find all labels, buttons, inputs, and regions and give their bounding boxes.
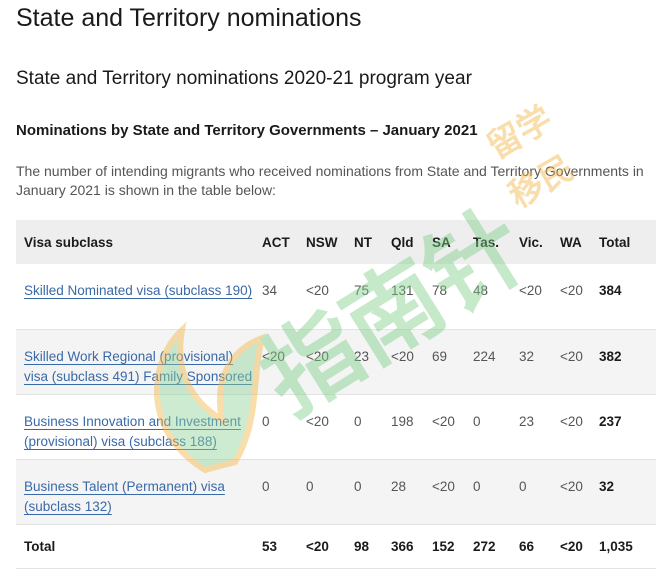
cell-total: 382 [599,348,622,364]
visa-link-132[interactable]: Business Talent (Permanent) visa (subcla… [24,478,225,514]
watermark-side-text-1: 留学 [480,99,559,168]
table-row: Business Talent (Permanent) visa (subcla… [16,459,656,524]
total-row-label: Total [24,538,56,554]
cell-sa: 78 [432,283,448,298]
cell-nt: 0 [354,478,362,494]
cell-vic: <20 [519,283,542,298]
cell-qld: 131 [391,283,414,298]
cell-wa: <20 [560,478,583,494]
col-header-act: ACT [262,234,290,250]
table-row: Skilled Nominated visa (subclass 190) 34… [16,264,656,329]
col-header-sa: SA [432,234,451,250]
program-year-title: State and Territory nominations 2020-21 … [16,68,472,89]
total-vic: 66 [519,538,535,554]
col-header-nsw: NSW [306,234,338,250]
cell-vic: 0 [519,478,527,494]
visa-link-188[interactable]: Business Innovation and Investment (prov… [24,413,241,449]
cell-vic: 32 [519,348,535,364]
cell-nsw: <20 [306,283,329,298]
col-header-total: Total [599,234,631,250]
cell-act: <20 [262,348,285,364]
cell-act: 34 [262,283,278,298]
total-nsw: <20 [306,538,329,554]
visa-link-491[interactable]: Skilled Work Regional (provisional) visa… [24,348,253,384]
cell-sa: <20 [432,478,455,494]
col-header-tas: Tas. [473,234,500,250]
cell-tas: 0 [473,478,481,494]
cell-nt: 75 [354,283,370,298]
page-title: State and Territory nominations [16,4,362,32]
cell-wa: <20 [560,348,583,364]
total-nt: 98 [354,538,370,554]
total-sa: 152 [432,538,455,554]
table-heading: Nominations by State and Territory Gover… [16,122,478,139]
total-wa: <20 [560,538,583,554]
cell-wa: <20 [560,413,583,429]
cell-wa: <20 [560,283,583,298]
table-row: Business Innovation and Investment (prov… [16,394,656,459]
table-header-row: Visa subclass ACT NSW NT Qld SA Tas. Vic… [16,220,656,264]
cell-nt: 23 [354,348,370,364]
cell-qld: 198 [391,413,414,429]
grand-total: 1,035 [599,538,633,554]
col-header-nt: NT [354,234,372,250]
cell-total: 384 [599,283,622,298]
cell-tas: 224 [473,348,496,364]
cell-tas: 0 [473,413,481,429]
cell-vic: 23 [519,413,535,429]
cell-qld: <20 [391,348,414,364]
visa-link-190[interactable]: Skilled Nominated visa (subclass 190) [24,283,253,298]
cell-total: 32 [599,478,615,494]
cell-act: 0 [262,478,270,494]
nominations-table: Visa subclass ACT NSW NT Qld SA Tas. Vic… [16,220,656,569]
cell-act: 0 [262,413,270,429]
table-row: Skilled Work Regional (provisional) visa… [16,329,656,394]
cell-nsw: <20 [306,348,329,364]
cell-sa: 69 [432,348,448,364]
intro-paragraph: The number of intending migrants who rec… [16,163,644,198]
col-header-visa-subclass: Visa subclass [24,234,114,250]
cell-sa: <20 [432,413,455,429]
cell-qld: 28 [391,478,407,494]
total-qld: 366 [391,538,414,554]
cell-nsw: 0 [306,478,314,494]
cell-nt: 0 [354,413,362,429]
cell-nsw: <20 [306,413,329,429]
col-header-vic: Vic. [519,234,543,250]
col-header-qld: Qld [391,234,414,250]
cell-tas: 48 [473,283,489,298]
total-tas: 272 [473,538,496,554]
col-header-wa: WA [560,234,582,250]
table-total-row: Total 53 <20 98 366 152 272 66 <20 1,035 [16,524,656,568]
total-act: 53 [262,538,278,554]
cell-total: 237 [599,413,622,429]
